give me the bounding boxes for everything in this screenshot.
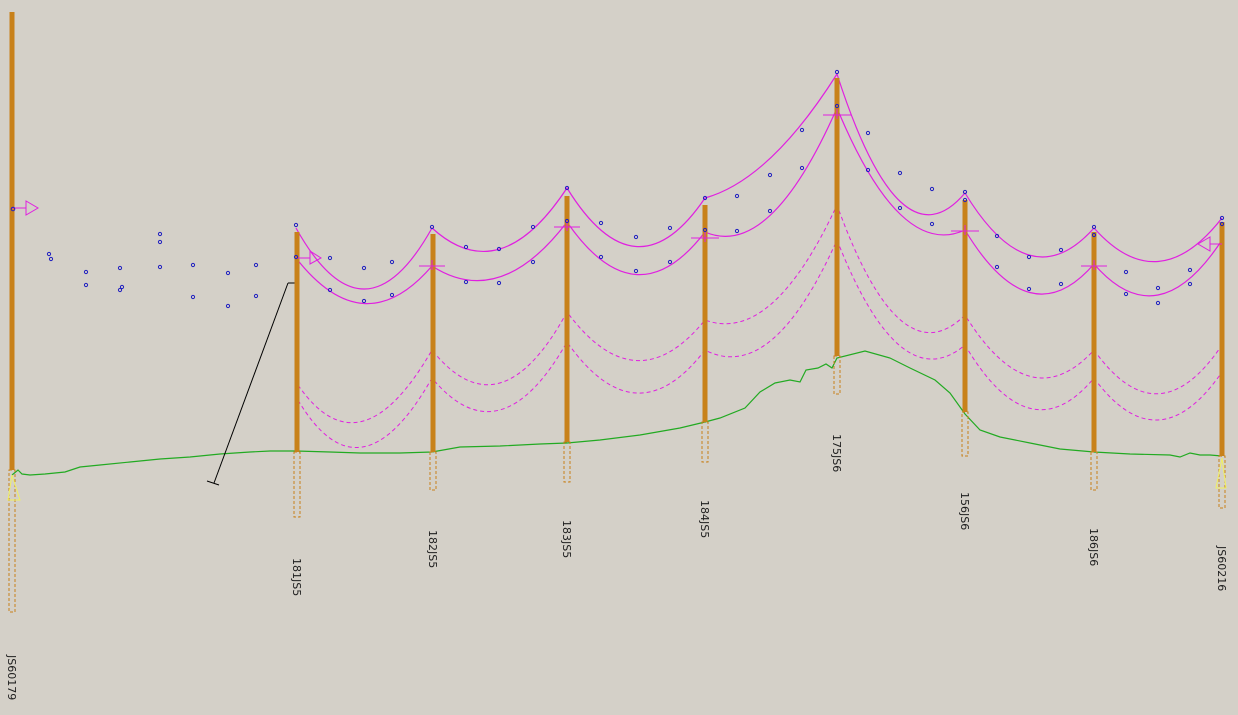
pole-181JS5[interactable] xyxy=(293,232,301,518)
conductor-lower xyxy=(295,106,1223,305)
structure-label-183JS5: 183JS5 xyxy=(560,520,573,558)
termination-markers xyxy=(12,200,1222,265)
pole-186JS6[interactable] xyxy=(1090,232,1098,491)
structure-label-181JS5: 181JS5 xyxy=(290,558,303,596)
conductor-upper xyxy=(295,72,1223,290)
structure-label-JS60179: JS60179 xyxy=(5,654,18,700)
survey-points xyxy=(46,127,1193,309)
pole-183JS5[interactable] xyxy=(563,196,571,483)
pole-182JS5[interactable] xyxy=(429,234,437,491)
structure-label-182JS5: 182JS5 xyxy=(426,530,439,568)
insulator-markers xyxy=(419,109,1107,270)
structure-label-JS60216: JS60216 xyxy=(1215,545,1228,591)
pole-top-points xyxy=(10,69,1225,260)
structure-label-156JS6: 156JS6 xyxy=(958,492,971,530)
anchor-markers xyxy=(7,457,1227,501)
pole-JS60179[interactable] xyxy=(8,12,16,613)
structure-label-184JS5: 184JS5 xyxy=(698,500,711,538)
pole-184JS5[interactable] xyxy=(701,205,709,463)
structure-label-175JS6: 175JS6 xyxy=(830,434,843,472)
structure-label-186JS6: 186JS6 xyxy=(1087,528,1100,566)
pole-175JS6[interactable] xyxy=(833,78,841,395)
conductors-dashed xyxy=(297,203,1223,448)
pole-156JS6[interactable] xyxy=(961,200,969,457)
conductors xyxy=(295,72,1223,305)
ground-profile-line xyxy=(11,350,1223,476)
